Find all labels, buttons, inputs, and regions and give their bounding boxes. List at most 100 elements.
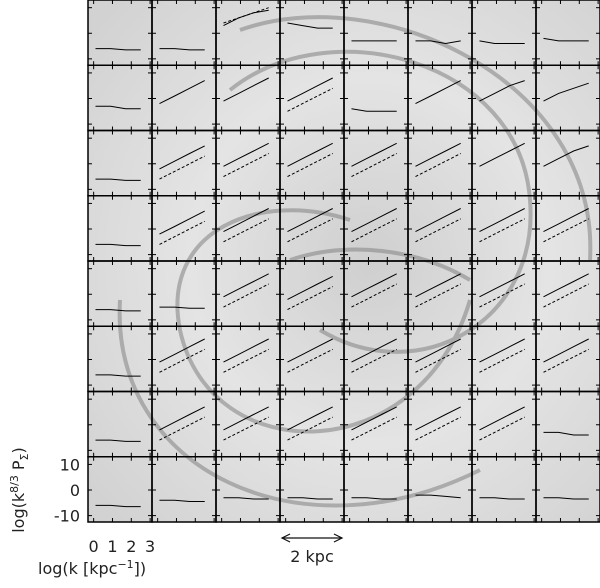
solid-curve [223,273,269,298]
solid-curve [95,439,141,442]
solid-curve [223,9,269,27]
solid-curve [415,406,461,431]
y-tick-label: 0 [70,481,80,500]
dashed-curve [159,348,205,373]
solid-curve [351,108,397,112]
y-tick-label: -10 [54,507,80,526]
dashed-curve [415,153,461,178]
dashed-curve [287,416,333,441]
solid-curve [351,497,397,500]
solid-curve [351,273,397,298]
dashed-curve [479,218,525,243]
solid-curve [479,338,525,363]
solid-curve [95,243,141,247]
solid-curve [415,80,461,105]
dashed-curve [159,416,205,441]
solid-curve [543,497,589,500]
x-tick-label: 0 [89,537,99,556]
dashed-curve [223,218,269,243]
solid-curve [543,431,589,436]
solid-curve [95,48,141,51]
dashed-curve [415,283,461,308]
solid-curve [95,374,141,377]
solid-curve [159,306,205,309]
label-part: log(k [9,492,28,533]
label-part: P [9,460,28,475]
solid-curve [287,77,333,102]
dashed-curve [159,155,205,180]
solid-curve [223,142,269,167]
dashed-curve [223,7,269,24]
solid-curve [95,504,141,508]
solid-curve [479,273,525,298]
solid-curve [479,40,525,44]
solid-curve [351,406,397,431]
solid-curve [351,142,397,167]
dashed-curve [287,87,333,112]
solid-curve [415,208,461,233]
solid-curve [415,338,461,363]
solid-curve [479,80,525,102]
dashed-curve [543,283,589,308]
dashed-curve [415,348,461,373]
panel-grid [87,0,600,523]
solid-curve [223,338,269,363]
solid-curve [287,142,333,167]
solid-curve [159,338,205,363]
dashed-curve [223,416,269,441]
dashed-curve [223,153,269,178]
solid-curve [351,338,397,363]
solid-curve [159,406,205,431]
label-part: 8/3 [8,475,21,493]
panel-frame [535,456,600,523]
solid-curve [415,494,461,499]
solid-curve [159,80,205,105]
solid-curve [223,406,269,431]
dashed-curve [351,283,397,308]
dashed-curve [287,286,333,311]
dashed-curve [479,416,525,441]
dashed-curve [479,348,525,373]
solid-curve [223,77,269,102]
solid-curve [159,145,205,170]
solid-curve [415,142,461,167]
dashed-curve [351,218,397,243]
dashed-curve [351,348,397,373]
dashed-curve [287,153,333,178]
solid-curve [287,22,333,29]
y-axis-label: log(k8/3 PΣ) [8,447,31,533]
solid-curve [415,40,461,45]
solid-curve [543,273,589,298]
solid-curve [479,142,525,167]
scale-bar [280,533,344,543]
solid-curve [287,208,333,233]
solid-curve [543,208,589,233]
dashed-curve [223,348,269,373]
x-tick-label: 3 [145,537,155,556]
label-part: log(k [kpc [38,559,117,578]
label-part: ]) [134,559,146,578]
solid-curve [479,406,525,431]
scale-label: 2 kpc [290,547,333,566]
solid-curve [95,178,141,181]
solid-curve [543,338,589,363]
dashed-curve [287,218,333,243]
dashed-curve [351,153,397,178]
solid-curve [479,497,525,500]
solid-curve [287,497,333,500]
label-part: Σ [18,453,31,460]
solid-curve [223,497,269,500]
dashed-curve [543,218,589,243]
label-part: ) [9,447,28,453]
solid-curve [287,338,333,363]
solid-curve [543,37,589,42]
dashed-curve [287,348,333,373]
solid-curve [159,48,205,51]
dashed-curve [159,220,205,245]
solid-curve [95,309,141,312]
solid-curve [351,208,397,233]
solid-curve [287,406,333,431]
dashed-curve [351,416,397,441]
dashed-curve [415,218,461,243]
